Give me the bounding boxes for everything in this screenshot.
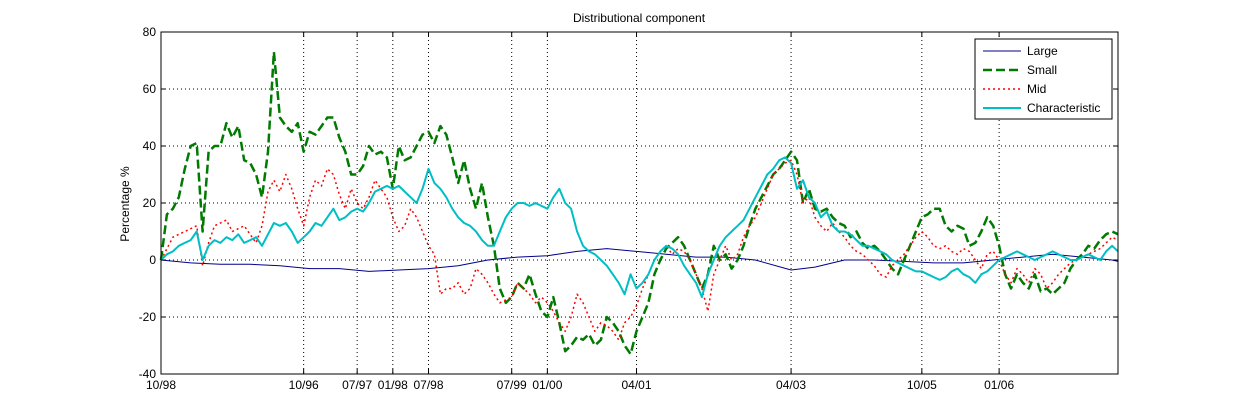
series-line-large — [160, 248, 1119, 272]
x-tick-label: 10/96 — [289, 378, 319, 392]
legend-label-large: Large — [1027, 44, 1058, 58]
y-tick-label: -20 — [139, 310, 157, 324]
x-tick-label: 01/98 — [378, 378, 408, 392]
y-tick-label: 0 — [149, 253, 156, 267]
x-tick-label: 07/99 — [497, 378, 527, 392]
series-layer — [159, 50, 1119, 356]
axis-ticks: -40 -20 0 20 40 60 80 10/98 10/96 07/97 01/98 07/98… — [139, 25, 1118, 392]
y-tick-label: 80 — [143, 25, 157, 39]
series-line-small — [159, 50, 1119, 356]
legend-label-small: Small — [1027, 63, 1057, 77]
x-tick-label: 04/01 — [622, 378, 652, 392]
series-line-characteristic — [160, 156, 1119, 299]
x-tick-label: 04/03 — [776, 378, 806, 392]
legend-label-mid: Mid — [1027, 82, 1046, 96]
x-tick-label: 01/00 — [532, 378, 562, 392]
y-tick-label: 60 — [143, 82, 157, 96]
x-tick-label: 07/98 — [413, 378, 443, 392]
grid — [161, 32, 1118, 374]
x-tick-label: 01/06 — [984, 378, 1014, 392]
x-tick-label: 10/05 — [907, 378, 937, 392]
y-tick-label: 40 — [143, 139, 157, 153]
chart-title: Distributional component — [573, 11, 706, 25]
y-tick-label: -40 — [139, 367, 157, 381]
y-tick-label: 20 — [143, 196, 157, 210]
y-axis-label: Percentage % — [118, 166, 132, 242]
legend-label-characteristic: Characteristic — [1027, 101, 1100, 115]
legend: Large Small Mid Characteristic — [974, 38, 1113, 120]
plot-area — [161, 32, 1118, 374]
x-tick-label: 10/98 — [146, 378, 176, 392]
x-tick-label: 07/97 — [342, 378, 372, 392]
legend-box — [974, 38, 1113, 120]
